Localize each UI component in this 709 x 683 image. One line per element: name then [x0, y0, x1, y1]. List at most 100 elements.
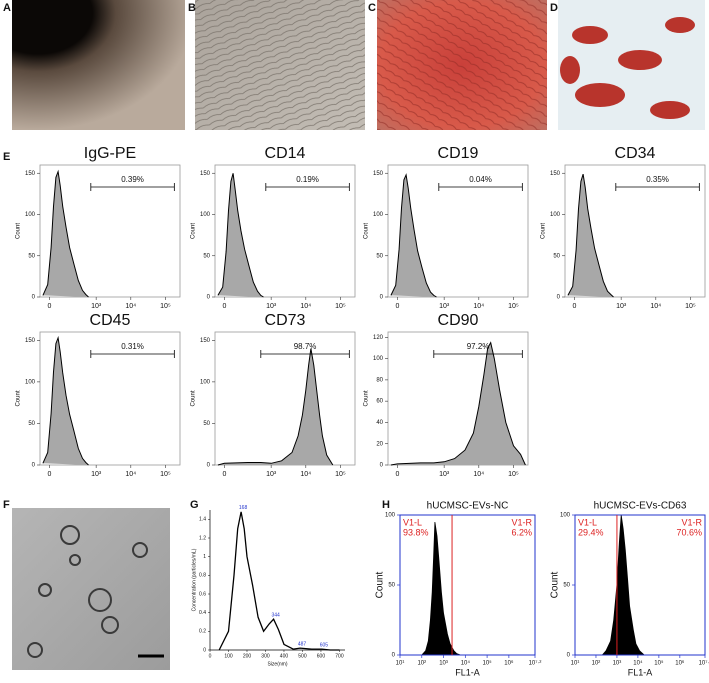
x-axis-label: FL1-A	[455, 667, 480, 677]
y-tick-label: 150	[373, 171, 384, 177]
y-tick-label: 0	[380, 295, 384, 301]
x-tick-label: 10³	[266, 303, 277, 310]
y-tick-label: 1.2	[199, 535, 206, 541]
gate-percent: 0.39%	[121, 175, 144, 184]
x-tick-label: 600	[317, 653, 326, 659]
x-tick-label: 10⁶	[675, 660, 685, 667]
x-tick-label: 200	[243, 653, 252, 659]
micrograph-images	[12, 0, 705, 670]
x-tick-label: 0	[222, 303, 226, 310]
y-tick-label: 0	[392, 653, 396, 659]
gate-percent: 97.2%	[467, 342, 490, 351]
gate-percent: 0.35%	[646, 175, 669, 184]
y-tick-label: 60	[376, 399, 383, 405]
y-tick-label: 0.6	[199, 591, 206, 597]
y-tick-label: 50	[203, 253, 210, 259]
panel-title: hUCMSC-EVs-CD63	[594, 501, 687, 512]
x-tick-label: 10⁵	[483, 660, 493, 667]
histogram	[390, 341, 526, 466]
x-tick-label: 10³	[439, 303, 450, 310]
x-tick-label: 400	[280, 653, 289, 659]
x-tick-label: 10⁴	[473, 303, 484, 310]
y-tick-label: 0.8	[199, 573, 206, 579]
gate-percent: 0.19%	[296, 175, 319, 184]
histogram	[217, 173, 264, 298]
panel-title: CD45	[90, 312, 131, 329]
plot-frame	[214, 331, 356, 466]
y-tick-label: 100	[200, 212, 211, 218]
y-tick-label: 50	[388, 583, 395, 589]
gate-percent: 29.4%	[578, 527, 604, 537]
histogram	[601, 514, 645, 656]
panel-title: hUCMSC-EVs-NC	[427, 501, 509, 512]
y-axis-label: Count	[364, 390, 370, 406]
histogram	[567, 173, 614, 298]
x-tick-label: 10³	[91, 471, 102, 478]
gate-percent: 6.2%	[511, 527, 532, 537]
y-tick-label: 0	[207, 463, 211, 469]
y-tick-label: 100	[385, 513, 396, 519]
x-tick-label: 10⁵	[335, 303, 346, 310]
x-tick-label: 10⁵	[160, 303, 171, 310]
image-f	[12, 508, 170, 670]
y-tick-label: 0	[207, 295, 211, 301]
x-tick-label: 0	[395, 471, 399, 478]
y-tick-label: 0.4	[199, 610, 206, 616]
x-tick-label: 10⁴	[650, 303, 661, 310]
image-a	[12, 0, 185, 130]
histogram	[42, 335, 89, 466]
y-axis-label: Count	[550, 571, 561, 598]
x-axis-label: Size(nm)	[267, 661, 287, 667]
peak-label: 487	[298, 641, 307, 647]
x-tick-label: 10³	[439, 471, 450, 478]
peak-label: 168	[239, 505, 248, 511]
x-tick-label: 10⁴	[300, 471, 311, 478]
x-tick-label: 300	[261, 653, 270, 659]
x-tick-label: 10⁵	[685, 303, 696, 310]
panel-title: CD14	[265, 145, 306, 162]
x-tick-label: 10²	[592, 661, 601, 667]
image-f-vesicles	[27, 525, 148, 658]
image-c-texture	[377, 0, 547, 130]
gate-label: V1-R	[511, 517, 532, 527]
y-tick-label: 100	[560, 513, 571, 519]
x-tick-label: 10¹	[571, 661, 580, 667]
x-tick-label: 10⁴	[125, 303, 136, 310]
panel-letter: D	[550, 2, 558, 14]
y-tick-label: 150	[200, 338, 211, 344]
x-tick-label: 10³	[439, 661, 448, 667]
y-tick-label: 100	[200, 379, 211, 385]
y-tick-label: 50	[28, 253, 35, 259]
image-b-texture	[195, 0, 365, 130]
y-tick-label: 0	[203, 647, 206, 653]
x-tick-label: 0	[47, 471, 51, 478]
y-tick-label: 100	[373, 212, 384, 218]
plot-frame	[564, 164, 706, 298]
plot-frame	[39, 164, 181, 298]
y-axis-label: Count	[16, 390, 22, 406]
gate-label: V1-R	[681, 517, 702, 527]
x-tick-label: 10²	[417, 661, 426, 667]
x-tick-label: 10⁴	[125, 471, 136, 478]
x-tick-label: 0	[572, 303, 576, 310]
x-tick-label: 10⁶	[504, 660, 514, 667]
panel-letter: F	[3, 499, 10, 511]
x-tick-label: 10⁴	[300, 303, 311, 310]
y-tick-label: 100	[373, 356, 384, 362]
y-tick-label: 0	[32, 295, 36, 301]
y-tick-label: 0	[380, 463, 384, 469]
y-tick-label: 50	[203, 421, 210, 427]
y-tick-label: 0	[567, 653, 571, 659]
peak-label: 344	[271, 613, 280, 619]
x-tick-label: 10⁵	[508, 303, 519, 310]
y-tick-label: 40	[376, 420, 383, 426]
y-tick-label: 100	[25, 379, 36, 385]
gate-percent: 98.7%	[294, 342, 317, 351]
y-tick-label: 50	[28, 421, 35, 427]
x-tick-label: 10³	[616, 303, 627, 310]
x-tick-label: 10⁵	[654, 660, 664, 667]
y-axis-label: Count	[191, 390, 197, 406]
x-axis-label: FL1-A	[628, 667, 653, 677]
y-tick-label: 50	[553, 253, 560, 259]
panel-title: CD34	[615, 145, 656, 162]
